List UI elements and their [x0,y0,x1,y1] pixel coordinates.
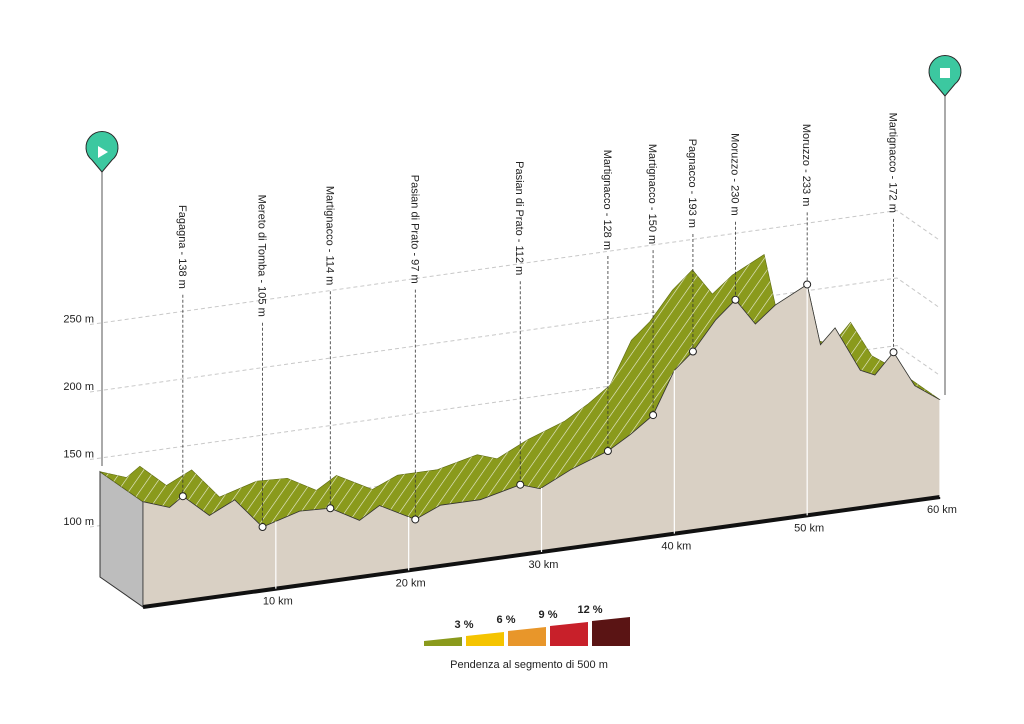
waypoint-marker [803,280,812,289]
legend-label: 9 % [539,609,558,621]
legend-swatch [592,617,630,646]
waypoint-label: Martignacco - 128 m [601,150,613,250]
waypoint-label: Mereto di Tomba - 105 m [256,195,268,317]
waypoint-marker [411,515,420,524]
x-tick-label: 30 km [529,559,559,571]
legend-label: 3 % [455,619,474,631]
y-tick-label: 200 m [63,381,94,393]
waypoint-marker [603,447,612,456]
front-face [142,283,941,608]
legend-swatch [466,632,504,646]
waypoint-label: Pasian di Prato - 97 m [408,175,420,284]
waypoint-marker [516,480,525,489]
grid-line [89,277,941,393]
grid-line [89,344,941,460]
x-tick-label: 50 km [794,522,824,534]
x-tick-label: 40 km [661,541,691,553]
y-tick-label: 250 m [63,314,94,326]
annotations: Fagagna - 138 m Mereto di Tomba - 105 m Ma… [176,113,899,532]
legend-swatch [424,637,462,646]
waypoint-label: Martignacco - 150 m [646,144,658,244]
legend-label: 6 % [497,614,516,626]
waypoint-marker [889,348,898,357]
waypoint-label: Pasian di Prato - 112 m [513,161,525,275]
waypoint-label: Martignacco - 172 m [887,113,899,213]
waypoint-label: Fagagna - 138 m [176,205,188,289]
waypoint-marker [258,523,267,532]
grid-line [89,209,941,325]
waypoint-label: Pagnacco - 193 m [686,139,698,228]
profile: 10 km 20 km 30 km 40 km 50 km 60 km [99,253,957,609]
waypoint-marker [649,411,658,420]
waypoint-label: Moruzzo - 233 m [800,124,812,207]
waypoint-marker [731,295,740,304]
start-pin [85,131,119,466]
legend-swatch [508,627,546,646]
x-tick-label: 60 km [927,504,957,516]
x-tick-label: 20 km [396,577,426,589]
waypoint-marker [326,504,335,513]
y-tick-label: 150 m [63,449,94,461]
legend: 3 % 6 % 9 % 12 % Pendenza al segmento di 500… [424,604,630,671]
legend-swatch [550,622,588,646]
x-tick-label: 10 km [263,596,293,608]
waypoint-label: Martignacco - 114 m [323,186,335,285]
waypoint-marker [688,347,697,356]
waypoint-label: Moruzzo - 230 m [728,133,740,216]
legend-title: Pendenza al segmento di 500 m [450,659,608,671]
finish-pin [928,55,962,395]
y-tick-label: 100 m [63,516,94,528]
waypoint-marker [178,492,187,501]
legend-label: 12 % [577,604,602,616]
